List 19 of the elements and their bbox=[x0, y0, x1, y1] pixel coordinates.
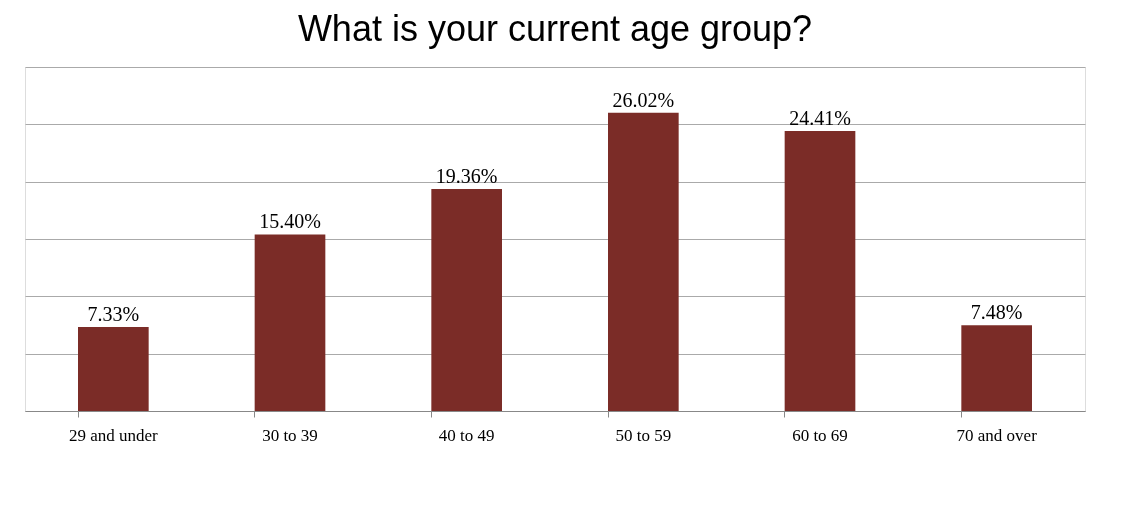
bar bbox=[254, 234, 326, 411]
bar bbox=[784, 131, 856, 411]
x-tick-label: 50 to 59 bbox=[615, 425, 672, 445]
data-label: 7.48% bbox=[970, 301, 1023, 324]
data-label: 26.02% bbox=[612, 88, 675, 111]
chart-title: What is your current age group? bbox=[297, 8, 813, 49]
data-label: 19.36% bbox=[435, 165, 498, 188]
data-label: 24.41% bbox=[789, 107, 851, 130]
x-tick-label: 60 to 69 bbox=[792, 425, 848, 445]
bar bbox=[961, 325, 1032, 411]
data-label: 7.33% bbox=[87, 302, 140, 325]
x-tick-label: 30 to 39 bbox=[262, 425, 318, 445]
bar bbox=[608, 112, 679, 411]
data-label: 15.40% bbox=[259, 210, 321, 233]
bar bbox=[78, 326, 149, 411]
x-tick-label: 70 and over bbox=[956, 425, 1038, 445]
x-tick-label: 29 and under bbox=[68, 425, 159, 445]
bar bbox=[431, 189, 502, 411]
x-tick-label: 40 to 49 bbox=[438, 425, 495, 445]
